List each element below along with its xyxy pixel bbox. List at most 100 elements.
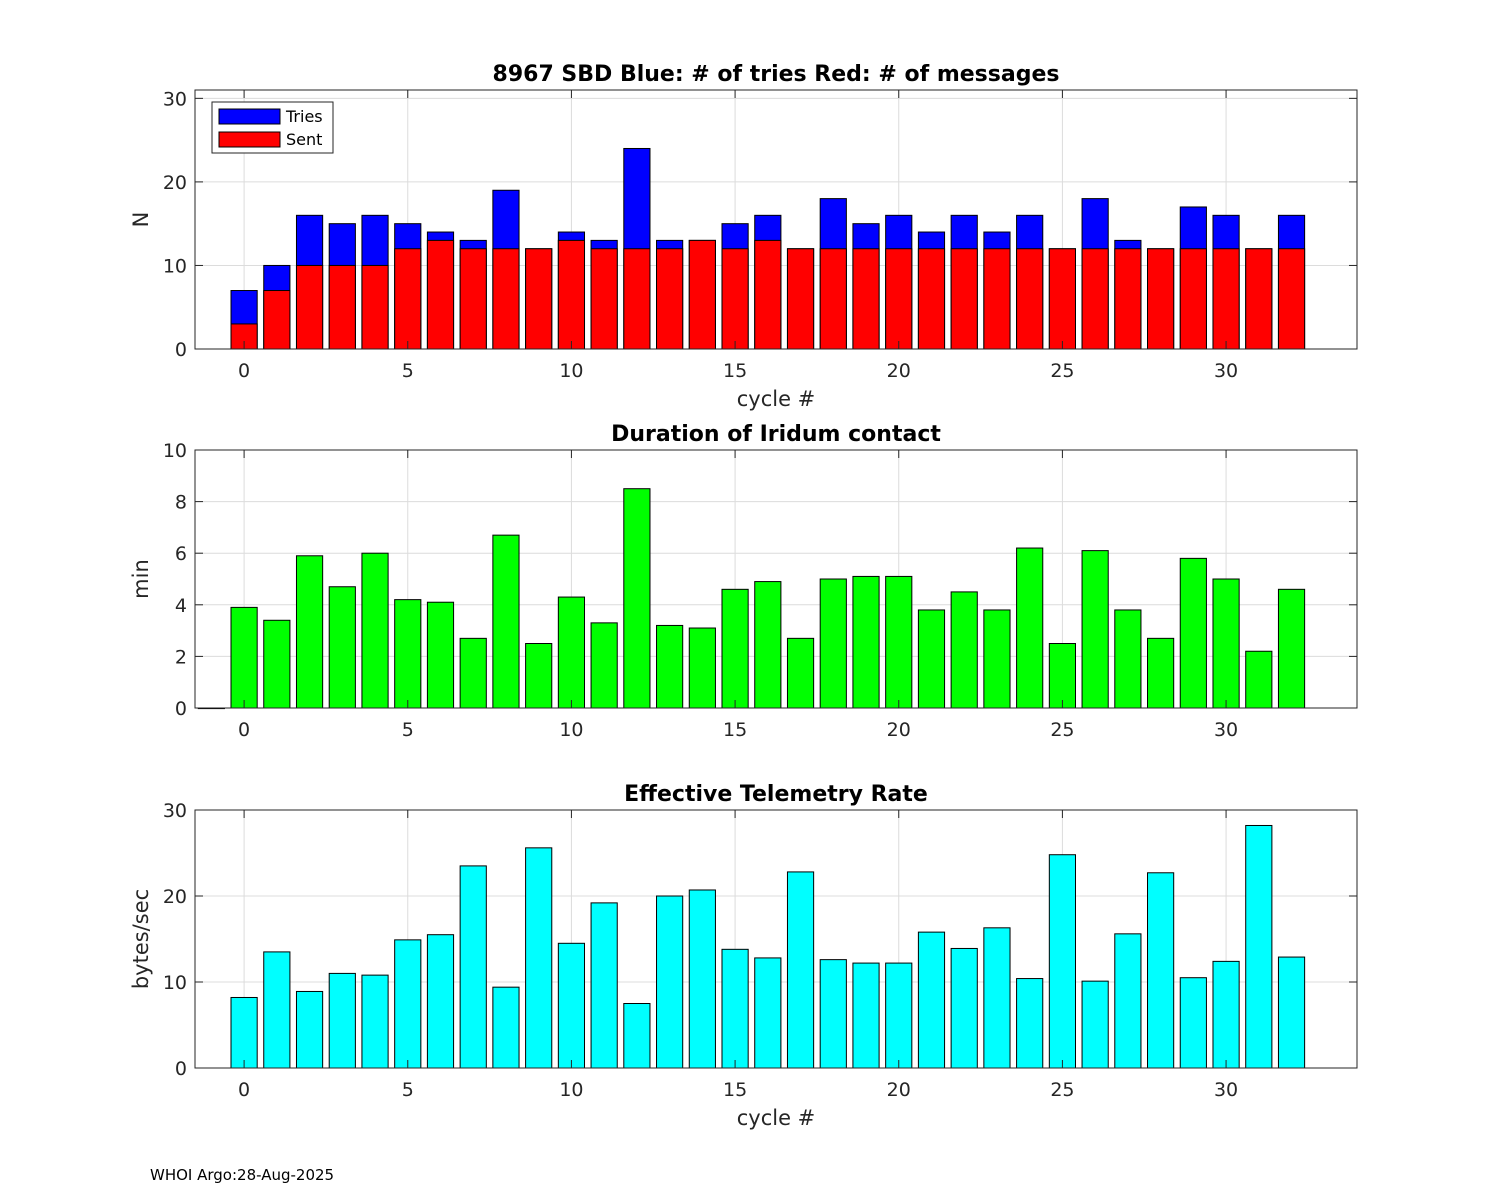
x-tick-label: 0 xyxy=(238,360,250,382)
bar-rate-cycle-26 xyxy=(1081,980,1109,1069)
bar-sent-cycle-21 xyxy=(917,248,946,350)
x-tick-label: 10 xyxy=(559,719,583,741)
legend-label-sent: Sent xyxy=(286,130,322,149)
bar-duration-cycle-23 xyxy=(983,609,1011,709)
y-tick-label: 10 xyxy=(163,440,187,462)
footer-credit: WHOI Argo:28-Aug-2025 xyxy=(150,1166,335,1184)
axes-frame xyxy=(194,449,1358,709)
chart-title: Duration of Iridum contact xyxy=(611,422,941,447)
bar-rate-cycle-18 xyxy=(819,959,847,1069)
y-tick-label: 10 xyxy=(163,972,187,994)
bar-sent-cycle-22 xyxy=(950,248,978,350)
bar-rate-cycle-32 xyxy=(1277,956,1306,1069)
bar-rate-cycle-4 xyxy=(361,974,389,1069)
bar-sent-cycle-29 xyxy=(1179,248,1207,350)
bar-rate-cycle-7 xyxy=(459,865,487,1069)
bar-duration-cycle-16 xyxy=(754,581,782,709)
bar-duration-cycle-8 xyxy=(492,534,520,709)
bar-duration-cycle-3 xyxy=(328,586,356,709)
bar-duration-cycle-15 xyxy=(721,588,749,709)
bar-sent-cycle-2 xyxy=(295,264,324,350)
x-tick-label: 20 xyxy=(887,719,911,741)
bar-rate-cycle-3 xyxy=(328,972,356,1069)
bar-sent-cycle-19 xyxy=(852,248,880,350)
x-tick-label: 15 xyxy=(723,360,747,382)
bar-sent-cycle-25 xyxy=(1048,248,1077,350)
bar-sent-cycle-17 xyxy=(786,248,815,350)
bar-sent-cycle-6 xyxy=(426,239,455,350)
bar-duration-cycle-17 xyxy=(786,637,815,709)
bar-sent-cycle-16 xyxy=(754,239,782,350)
bar-sent-cycle-15 xyxy=(721,248,749,350)
bar-duration-cycle-30 xyxy=(1212,578,1240,709)
y-tick-label: 6 xyxy=(175,543,187,565)
bar-sent-cycle-26 xyxy=(1081,248,1109,350)
legend-label-tries: Tries xyxy=(285,107,323,126)
chart-title: 8967 SBD Blue: # of tries Red: # of mess… xyxy=(493,62,1060,87)
bar-duration-cycle-2 xyxy=(295,555,324,709)
bar-sent-cycle-32 xyxy=(1277,248,1306,350)
bar-rate-cycle-30 xyxy=(1212,960,1240,1069)
x-tick-label: 20 xyxy=(887,1079,911,1101)
legend-swatch-sent xyxy=(218,131,281,148)
bar-duration-cycle-31 xyxy=(1245,650,1273,709)
bar-duration-cycle-12 xyxy=(623,488,651,709)
bar-rate-cycle-21 xyxy=(917,931,946,1069)
bar-sent-cycle-9 xyxy=(525,248,553,350)
bar-rate-cycle-16 xyxy=(754,957,782,1069)
bar-rate-cycle-19 xyxy=(852,962,880,1069)
bar-rate-cycle-2 xyxy=(295,990,324,1069)
bar-rate-cycle-22 xyxy=(950,947,978,1069)
bar-duration-cycle-28 xyxy=(1147,637,1175,709)
y-tick-label: 20 xyxy=(163,172,187,194)
y-tick-label: 10 xyxy=(163,255,187,277)
bar-sent-cycle-14 xyxy=(688,239,716,350)
x-axis-label: cycle # xyxy=(737,387,816,411)
bar-duration-cycle-27 xyxy=(1114,609,1142,709)
x-tick-label: 0 xyxy=(238,1079,250,1101)
chart-panel-2: 0 5 10 15 20 25 30 0 2 4 6 8 10 Duration of Iridum co… xyxy=(129,422,1358,741)
bar-sent-cycle-23 xyxy=(983,248,1011,350)
x-tick-label: 25 xyxy=(1050,1079,1074,1101)
x-tick-label: 25 xyxy=(1050,719,1074,741)
bar-duration-cycle-29 xyxy=(1179,557,1207,709)
x-tick-label: 0 xyxy=(238,719,250,741)
bar-duration-cycle-6 xyxy=(426,601,455,709)
bar-duration-cycle-21 xyxy=(917,609,946,709)
bar-duration-cycle-13 xyxy=(656,624,684,709)
x-tick-label: 30 xyxy=(1214,719,1238,741)
bar-rate-cycle-12 xyxy=(623,1003,651,1069)
bar-duration-cycle-32 xyxy=(1277,588,1306,709)
bar-sent-cycle-13 xyxy=(656,248,684,350)
bar-duration-cycle-10 xyxy=(557,596,586,709)
x-tick-label: 30 xyxy=(1214,360,1238,382)
bar-rate-cycle-20 xyxy=(885,962,913,1069)
y-tick-label: 0 xyxy=(175,1058,187,1080)
bar-rate-cycle-1 xyxy=(263,951,291,1069)
x-tick-label: 10 xyxy=(559,360,583,382)
bar-duration-cycle-18 xyxy=(819,578,847,709)
y-tick-label: 30 xyxy=(163,800,187,822)
x-tick-label: 30 xyxy=(1214,1079,1238,1101)
bar-rate-cycle-31 xyxy=(1245,824,1273,1069)
bar-sent-cycle-28 xyxy=(1147,248,1175,350)
bar-rate-cycle-23 xyxy=(983,927,1011,1069)
y-tick-label: 8 xyxy=(175,492,187,514)
x-axis-label: cycle # xyxy=(737,1106,816,1130)
x-tick-label: 20 xyxy=(887,360,911,382)
bar-rate-cycle-9 xyxy=(525,847,553,1069)
bar-sent-cycle-1 xyxy=(263,290,291,350)
bar-rate-cycle-14 xyxy=(688,889,716,1069)
bar-sent-cycle-30 xyxy=(1212,248,1240,350)
x-tick-label: 15 xyxy=(723,719,747,741)
bar-sent-cycle-11 xyxy=(590,248,618,350)
legend-swatch-tries xyxy=(218,108,281,125)
bar-rate-cycle-29 xyxy=(1179,977,1207,1069)
bar-sent-cycle-18 xyxy=(819,248,847,350)
bar-rate-cycle-11 xyxy=(590,902,618,1069)
bar-duration-cycle-9 xyxy=(525,643,553,709)
y-axis-label: N xyxy=(129,212,153,228)
bar-sent-cycle-7 xyxy=(459,248,487,350)
bar-rate-cycle-25 xyxy=(1048,854,1077,1069)
